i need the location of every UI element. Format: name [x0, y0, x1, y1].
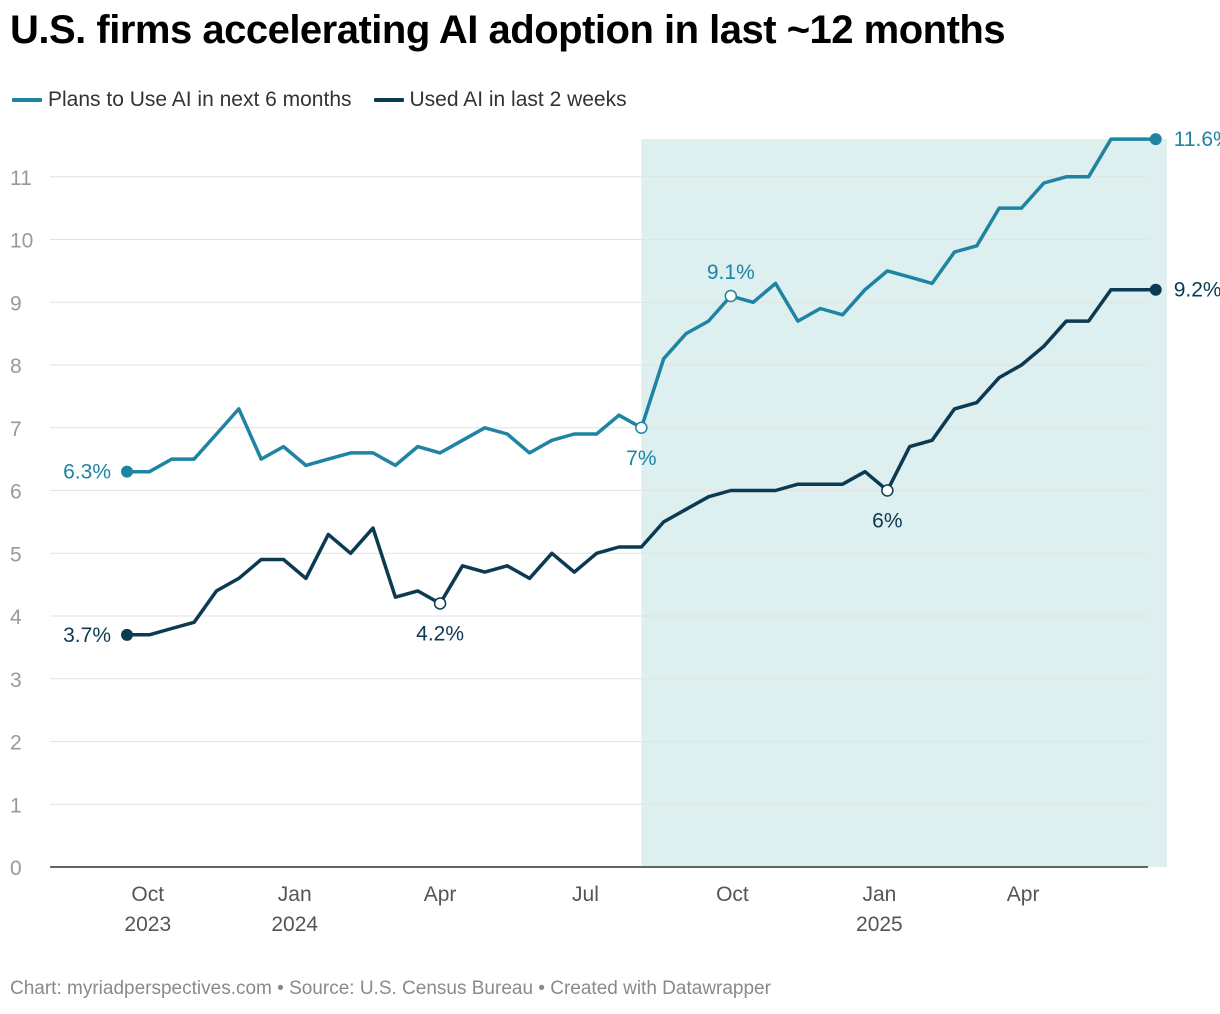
- x-tick-year-label: 2023: [124, 913, 171, 936]
- x-tick-label: Jan: [278, 883, 312, 906]
- y-tick-label: 1: [10, 794, 22, 817]
- data-point-marker: [881, 484, 894, 497]
- y-tick-label: 0: [10, 857, 22, 880]
- data-label: 6.3%: [63, 461, 111, 484]
- y-tick-label: 9: [10, 292, 22, 315]
- legend: Plans to Use AI in next 6 months Used AI…: [12, 88, 649, 112]
- legend-swatch-plans: [12, 98, 42, 102]
- legend-item-plans: Plans to Use AI in next 6 months: [12, 88, 352, 112]
- y-tick-label: 10: [10, 230, 33, 253]
- data-point-marker: [121, 465, 133, 478]
- chart-title: U.S. firms accelerating AI adoption in l…: [10, 8, 1006, 52]
- legend-swatch-used: [373, 98, 404, 102]
- x-tick-label: Apr: [1007, 883, 1040, 906]
- x-tick-label: Jul: [572, 883, 599, 906]
- y-tick-label: 3: [10, 669, 22, 692]
- x-tick-label: Jan: [862, 883, 896, 906]
- y-tick-label: 5: [10, 543, 22, 566]
- x-tick-label: Apr: [424, 883, 457, 906]
- y-tick-label: 11: [10, 167, 32, 190]
- x-tick-year-label: 2025: [856, 913, 903, 936]
- data-label: 9.2%: [1174, 279, 1220, 302]
- x-tick-year-label: 2024: [271, 913, 318, 936]
- data-point-marker: [433, 597, 447, 610]
- data-point-marker: [1149, 283, 1162, 296]
- y-tick-label: 8: [10, 355, 22, 378]
- footer-credit: Chart: myriadperspectives.com • Source: …: [10, 978, 771, 999]
- y-tick-label: 2: [10, 732, 22, 755]
- legend-label-used: Used AI in last 2 weeks: [409, 88, 627, 111]
- data-point-marker: [635, 421, 648, 434]
- highlight-band: [641, 139, 1167, 868]
- y-tick-label: 7: [10, 418, 22, 441]
- data-label: 9.1%: [707, 261, 755, 284]
- x-tick-label: Oct: [716, 883, 749, 906]
- data-point-marker: [1149, 133, 1162, 146]
- data-label: 4.2%: [416, 622, 464, 645]
- legend-label-plans: Plans to Use AI in next 6 months: [48, 88, 352, 111]
- y-tick-label: 4: [10, 606, 22, 629]
- data-label: 11.6%: [1174, 128, 1220, 151]
- x-tick-label: Oct: [131, 883, 164, 906]
- data-point-marker: [121, 628, 133, 641]
- series-line-used: [125, 287, 1158, 637]
- data-label: 3.7%: [63, 624, 111, 647]
- data-point-marker: [724, 289, 738, 303]
- data-label: 7%: [626, 447, 656, 470]
- data-label: 6%: [872, 510, 902, 533]
- y-tick-label: 6: [10, 481, 22, 504]
- legend-item-used: Used AI in last 2 weeks: [373, 88, 627, 112]
